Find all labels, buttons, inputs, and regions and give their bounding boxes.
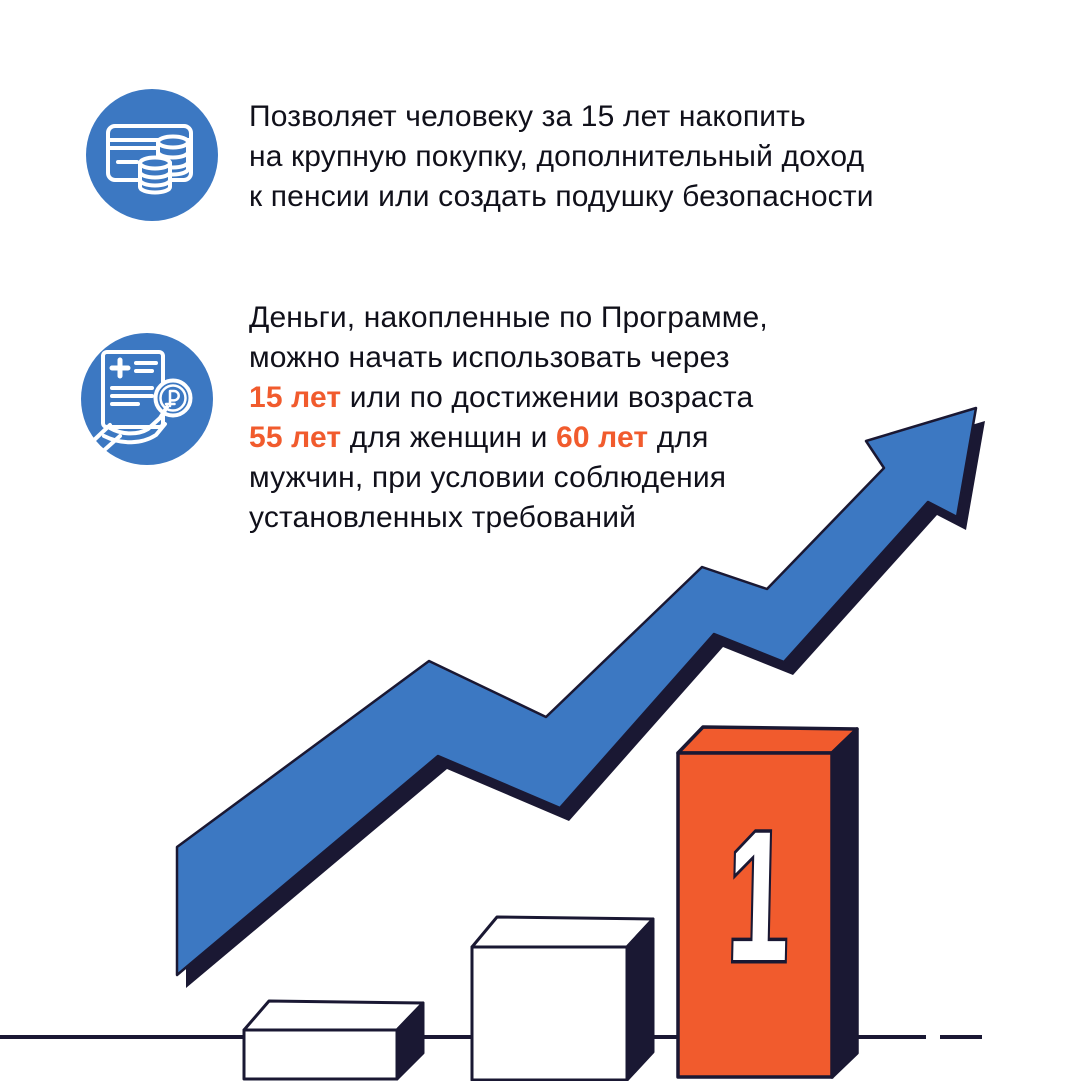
text-segment: на крупную покупку, дополнительный доход [249,140,865,173]
hand-wrist [90,423,122,455]
text-segment: мужчин, при условии соблюдения [249,461,727,494]
coin-top [156,134,190,150]
text-segment: установленных требований [249,501,637,534]
text-line: мужчин, при условии соблюдения [249,458,768,498]
growth-arrow [175,406,985,988]
text-segment: или по достижении возраста [341,381,754,414]
text-line: Деньги, накопленные по Программе, [249,298,768,338]
hand-palm [102,422,167,445]
text-line: установленных требований [249,498,768,538]
arrow-body [175,406,978,977]
text-segment: для [648,421,709,454]
text-segment: Деньги, накопленные по Программе, [249,301,768,334]
text-line: на крупную покупку, дополнительный доход [249,137,874,177]
podium-block-medium [470,915,655,1081]
highlighted-term: 55 лет [249,421,342,454]
text-segment: к пенсии или создать подушку безопасност… [249,180,874,213]
coin-rim [138,178,172,188]
podium-block-first-place: 1 [676,725,859,1079]
highlighted-term: 15 лет [249,381,342,414]
text-segment: можно начать использовать через [249,341,730,374]
coin-rim [156,150,190,160]
hand-fingers [108,405,169,436]
podium-block-small [242,999,425,1081]
icon-circle-background [86,89,218,221]
card-coins-icon [85,88,219,227]
text-line: Позволяет человеку за 15 лет накопить [249,97,874,137]
text-line: можно начать использовать через [249,338,768,378]
first-place-number: 1 [725,794,791,1000]
benefit-text-2: Деньги, накопленные по Программе, можно … [249,298,768,538]
ruble-sign [164,389,180,408]
text-segment: Позволяет человеку за 15 лет накопить [249,100,806,133]
text-line: 15 лет или по достижении возраста [249,378,768,418]
text-segment: для женщин и [341,421,557,454]
coin-top [138,155,172,171]
highlighted-term: 60 лет [556,421,649,454]
coin-rim [138,170,172,180]
document-ruble-hand-icon [80,332,214,471]
benefit-text-1: Позволяет человеку за 15 лет накопить на… [249,97,874,217]
ruble-coin-inner [159,384,187,412]
medical-cross [109,357,131,379]
text-line: 55 лет для женщин и 60 лет для [249,418,768,458]
text-line: к пенсии или создать подушку безопасност… [249,177,874,217]
